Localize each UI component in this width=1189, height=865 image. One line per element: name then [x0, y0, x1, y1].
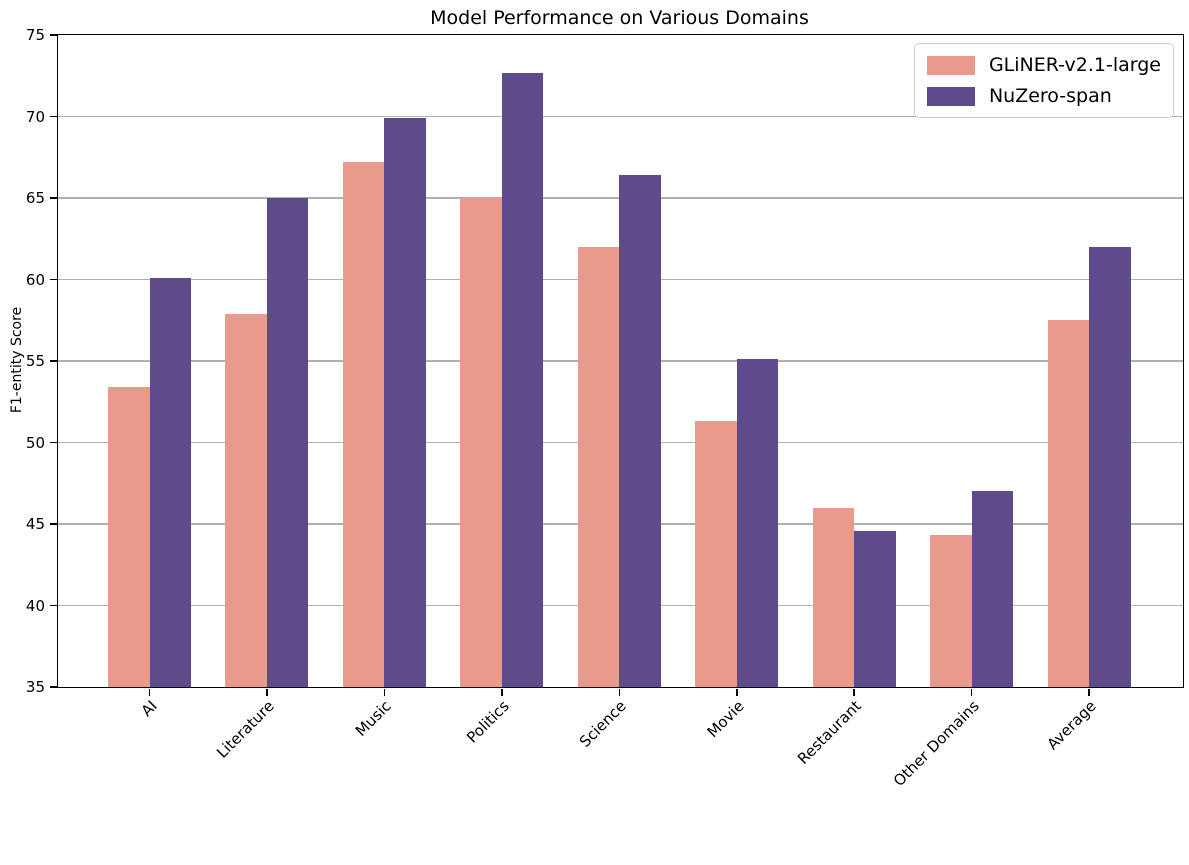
bar-GLiNER-v2.1-large-Movie [695, 421, 737, 687]
bar-NuZero-span-Music [384, 118, 426, 687]
ytick-mark-70 [49, 115, 57, 118]
bar-chart-figure: Model Performance on Various Domains F1-… [9, 7, 1184, 790]
xtick-mark-Other Domains [970, 688, 973, 696]
xtick-mark-Literature [266, 688, 268, 696]
xtick-mark-Science [618, 688, 621, 696]
bar-GLiNER-v2.1-large-Science [577, 246, 620, 687]
plot-area: GLiNER-v2.1-large NuZero-span 35 40 45 50 55… [26, 26, 1184, 790]
bar-GLiNER-v2.1-large-AI [108, 387, 150, 687]
ytick-mark-40 [49, 604, 57, 607]
legend-label-nuzero: NuZero-span [988, 85, 1112, 107]
bar-NuZero-span-Science [619, 175, 661, 687]
chart-title: Model Performance on Various Domains [430, 7, 809, 29]
xtick-mark-Movie [736, 688, 738, 696]
bar-NuZero-span-Other Domains [971, 491, 1014, 687]
legend-item-nuzero: NuZero-span [926, 84, 1161, 108]
xtick-mark-Politics [501, 688, 503, 696]
xtick-mark-AI [148, 688, 151, 696]
legend-swatch-nuzero [926, 86, 975, 106]
xtick-mark-Music [383, 688, 386, 696]
bar-NuZero-span-Literature [266, 198, 309, 687]
ytick-mark-45 [49, 523, 57, 525]
ytick-mark-65 [49, 197, 57, 199]
legend-label-gliner: GLiNER-v2.1-large [988, 54, 1161, 76]
xtick-mark-Restaurant [853, 688, 855, 696]
ytick-mark-35 [49, 686, 57, 688]
bar-GLiNER-v2.1-large-Restaurant [812, 507, 855, 687]
ytick-label-35: 35 [25, 678, 45, 696]
ytick-label-75: 75 [25, 26, 45, 44]
ytick-label-65: 65 [25, 189, 45, 207]
ytick-label-70: 70 [25, 107, 45, 126]
ytick-mark-75 [49, 34, 57, 36]
legend-item-gliner: GLiNER-v2.1-large [926, 53, 1161, 77]
bar-NuZero-span-Politics [501, 72, 544, 687]
ytick-mark-50 [49, 441, 57, 444]
ytick-label-50: 50 [25, 433, 45, 452]
xtick-mark-Average [1088, 688, 1090, 696]
bar-GLiNER-v2.1-large-Politics [460, 198, 502, 687]
ytick-label-60: 60 [25, 270, 45, 289]
bar-NuZero-span-Movie [736, 359, 779, 687]
ytick-label-40: 40 [25, 596, 45, 615]
bar-GLiNER-v2.1-large-Literature [225, 313, 267, 687]
bar-GLiNER-v2.1-large-Average [1047, 320, 1090, 687]
ytick-label-55: 55 [25, 352, 45, 370]
gridline-70 [58, 115, 1183, 118]
legend: GLiNER-v2.1-large NuZero-span [913, 43, 1174, 118]
legend-swatch-gliner [926, 55, 975, 75]
bar-NuZero-span-AI [149, 277, 191, 687]
bar-NuZero-span-Average [1089, 246, 1131, 687]
ytick-mark-55 [49, 360, 57, 362]
ytick-label-45: 45 [25, 515, 45, 533]
bar-GLiNER-v2.1-large-Other Domains [930, 535, 972, 687]
ytick-mark-60 [49, 278, 57, 281]
bar-NuZero-span-Restaurant [854, 530, 896, 687]
bar-GLiNER-v2.1-large-Music [342, 162, 385, 687]
